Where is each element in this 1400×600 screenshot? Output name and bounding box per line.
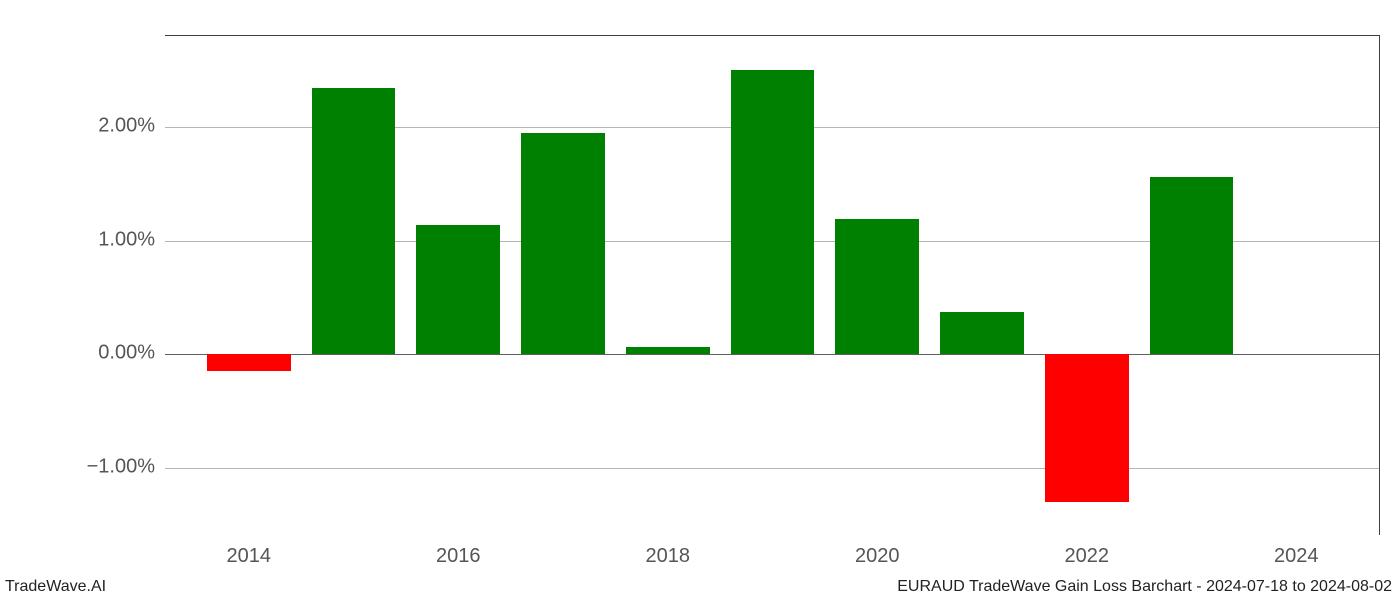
x-tick-label: 2014 bbox=[227, 545, 272, 568]
y-tick-label: −1.00% bbox=[35, 455, 155, 478]
x-tick-label: 2022 bbox=[1064, 545, 1109, 568]
x-tick-label: 2020 bbox=[855, 545, 900, 568]
plot-area bbox=[165, 35, 1380, 535]
bar-2023 bbox=[1150, 177, 1234, 354]
y-tick-label: 2.00% bbox=[35, 114, 155, 137]
y-tick-label: 1.00% bbox=[35, 228, 155, 251]
bar-2016 bbox=[416, 225, 500, 355]
caption-brand: TradeWave.AI bbox=[5, 578, 106, 596]
caption-title: EURAUD TradeWave Gain Loss Barchart - 20… bbox=[897, 578, 1392, 596]
bar-2014 bbox=[207, 354, 291, 371]
zero-line bbox=[165, 354, 1379, 355]
x-tick-label: 2024 bbox=[1274, 545, 1319, 568]
gain-loss-barchart: TradeWave.AI EURAUD TradeWave Gain Loss … bbox=[0, 0, 1400, 600]
bar-2019 bbox=[731, 70, 815, 354]
x-tick-label: 2018 bbox=[646, 545, 691, 568]
bar-2022 bbox=[1045, 354, 1129, 502]
bar-2021 bbox=[940, 312, 1024, 354]
y-tick-label: 0.00% bbox=[35, 342, 155, 365]
bar-2020 bbox=[835, 219, 919, 354]
x-tick-label: 2016 bbox=[436, 545, 481, 568]
gridline bbox=[165, 468, 1379, 469]
bar-2017 bbox=[521, 133, 605, 355]
bar-2018 bbox=[626, 347, 710, 354]
bar-2015 bbox=[312, 88, 396, 354]
